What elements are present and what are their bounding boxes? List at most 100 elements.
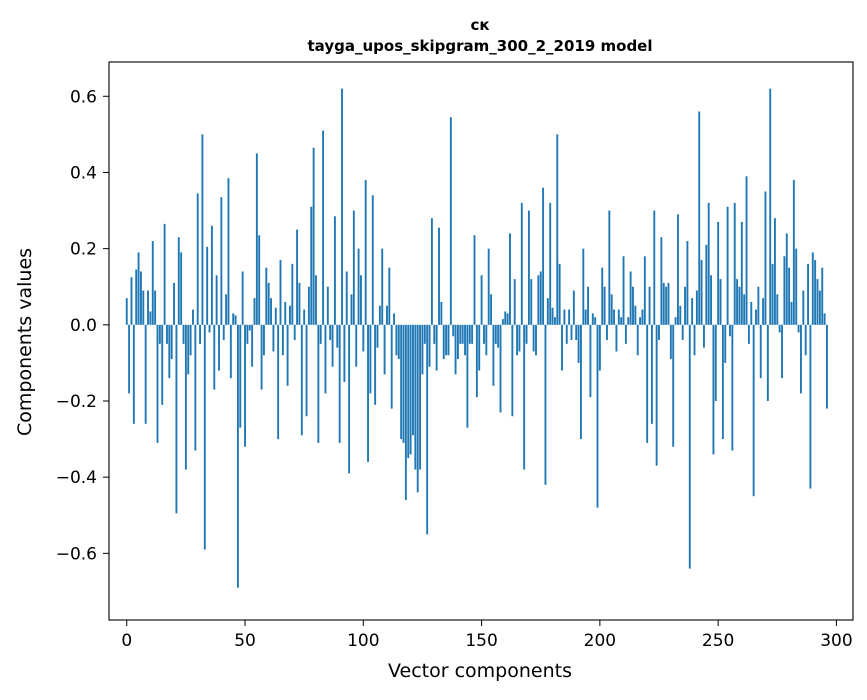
bar-144	[466, 324, 469, 428]
bar-77	[307, 286, 310, 325]
bar-282	[792, 180, 795, 325]
bar-130	[433, 324, 436, 344]
bar-141	[459, 324, 462, 344]
bar-200	[598, 324, 601, 371]
bar-225	[658, 324, 660, 341]
bar-134	[442, 324, 445, 360]
bar-271	[766, 324, 769, 401]
bar-102	[367, 324, 369, 462]
bar-229	[667, 282, 670, 325]
bar-138	[452, 324, 455, 337]
bar-248	[712, 324, 715, 455]
bar-262	[745, 176, 748, 325]
bar-205	[610, 294, 613, 325]
bar-145	[468, 324, 471, 344]
bar-34	[206, 246, 209, 325]
bar-260	[740, 221, 743, 325]
bar-2	[130, 277, 133, 325]
bar-147	[473, 235, 476, 325]
x-tick-label: 150	[465, 631, 497, 651]
bar-70	[291, 263, 294, 325]
bar-179	[549, 202, 552, 325]
bar-132	[438, 227, 440, 325]
bar-216	[636, 324, 639, 356]
bar-243	[700, 260, 703, 325]
y-axis-label: Components values	[14, 248, 36, 436]
bar-241	[695, 290, 698, 325]
bar-40	[220, 197, 223, 325]
bar-196	[589, 324, 592, 398]
bar-39	[218, 324, 220, 371]
bar-78	[310, 206, 313, 325]
bar-124	[419, 324, 422, 470]
bar-65	[279, 260, 282, 325]
bar-148	[475, 324, 478, 398]
bar-173	[535, 324, 537, 356]
bar-221	[648, 286, 651, 325]
bar-236	[684, 286, 686, 325]
bar-285	[800, 324, 802, 394]
bar-254	[726, 206, 729, 325]
bar-62	[272, 324, 275, 352]
y-tick-label: −0.6	[56, 544, 97, 564]
bar-64	[277, 324, 280, 440]
bar-86	[329, 324, 332, 341]
bar-108	[381, 248, 384, 325]
bar-66	[281, 324, 284, 356]
bar-42	[225, 294, 228, 325]
bar-89	[336, 324, 339, 348]
bar-50	[244, 324, 246, 447]
bar-156	[494, 324, 497, 344]
bar-213	[629, 271, 632, 325]
bar-57	[260, 324, 263, 390]
bar-41	[222, 324, 225, 341]
bar-95	[350, 294, 353, 325]
bar-98	[357, 248, 360, 325]
bar-3	[132, 324, 135, 424]
bar-199	[596, 324, 599, 508]
y-tick-label: 0.2	[70, 240, 97, 260]
bar-256	[731, 324, 734, 451]
bar-139	[454, 324, 457, 375]
bar-35	[208, 324, 211, 333]
bar-136	[447, 324, 450, 356]
bar-159	[501, 319, 504, 325]
bar-226	[660, 237, 663, 325]
bar-204	[608, 210, 611, 325]
bar-80	[315, 275, 317, 325]
bar-268	[759, 324, 762, 379]
bar-56	[258, 235, 261, 325]
bar-149	[478, 324, 481, 371]
bar-187	[568, 309, 571, 325]
bar-267	[757, 286, 760, 325]
bar-58	[263, 324, 265, 356]
y-tick-label: 0.0	[70, 316, 97, 336]
y-tick-label: 0.4	[70, 163, 97, 183]
bar-114	[395, 324, 398, 356]
bars-layer	[125, 88, 828, 588]
bar-28	[192, 309, 194, 325]
bar-296	[826, 324, 828, 409]
bar-287	[804, 324, 807, 356]
bar-250	[717, 221, 720, 325]
bar-45	[232, 313, 235, 325]
bar-137	[449, 117, 452, 325]
bar-125	[421, 324, 424, 375]
bar-129	[430, 218, 433, 325]
bar-94	[348, 324, 351, 474]
bar-212	[627, 317, 630, 325]
bar-166	[518, 324, 521, 352]
bar-240	[693, 324, 696, 356]
bar-155	[492, 324, 495, 386]
bar-170	[527, 210, 530, 325]
bar-60	[267, 282, 270, 325]
bar-20	[173, 282, 175, 325]
bar-82	[319, 324, 322, 344]
bar-146	[471, 324, 474, 344]
bar-211	[624, 324, 627, 344]
bar-227	[662, 282, 665, 325]
bar-275	[776, 294, 779, 325]
bar-75	[303, 309, 306, 325]
bar-69	[289, 305, 291, 325]
bar-153	[487, 248, 490, 325]
